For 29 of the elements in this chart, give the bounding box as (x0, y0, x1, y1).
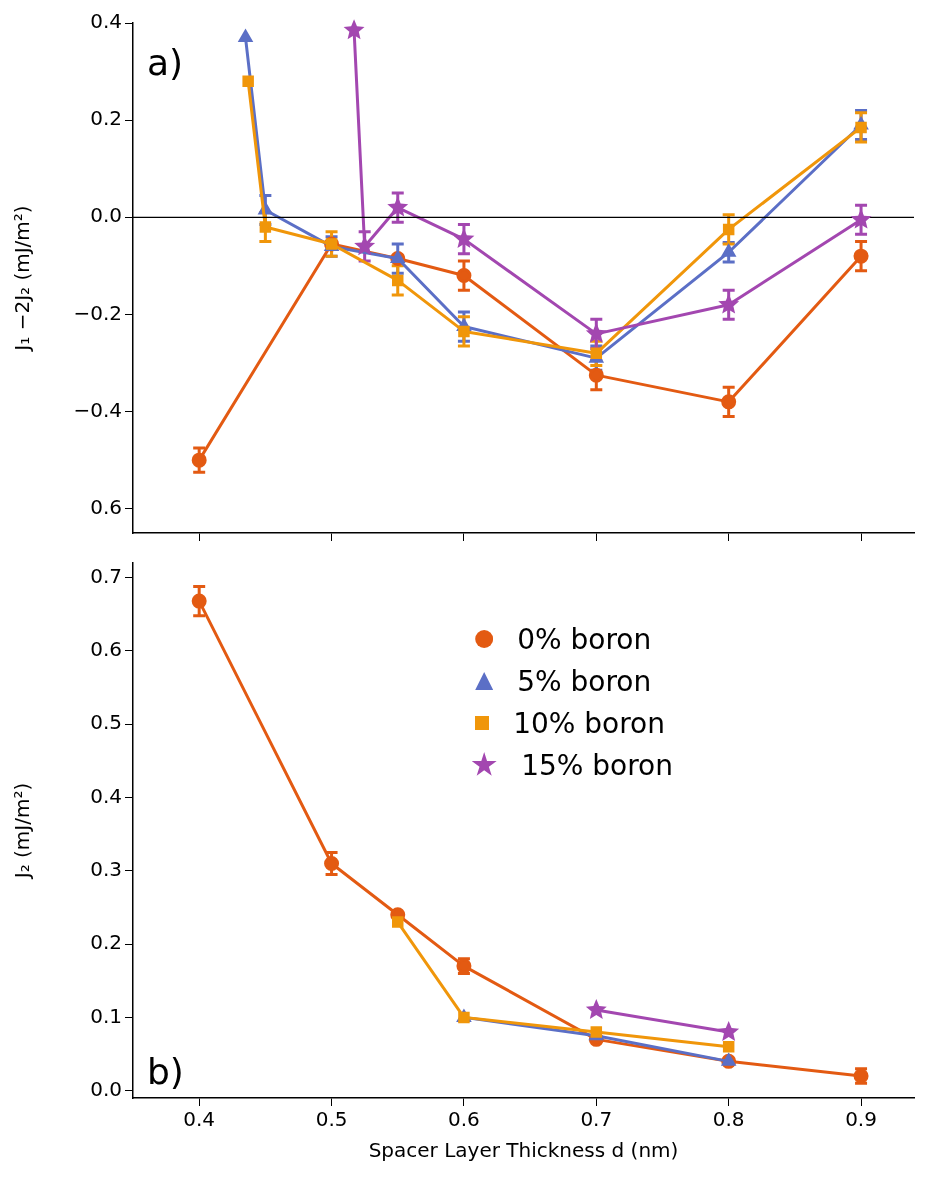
y-tick-label: 0.6 (90, 637, 122, 662)
y-tick-label: 0.2 (90, 106, 122, 131)
x-tick-label: 0.8 (712, 1107, 745, 1132)
y-tick-label: 0.0 (90, 1076, 122, 1101)
y-tick-label: 0.2 (90, 930, 122, 955)
y-tick-label: 0.6 (90, 494, 122, 519)
y-tick-label: 0.7 (90, 563, 122, 588)
legend-label: 15% boron (521, 748, 673, 782)
y-tick-label: 0.4 (90, 783, 122, 808)
x-tick-label: 0.7 (580, 1107, 613, 1132)
y-tick-label: 0.4 (90, 9, 122, 34)
y-tick-label: 0.1 (90, 1003, 122, 1028)
annotation: a) (147, 42, 184, 83)
y-tick-label: −0.2 (73, 300, 122, 325)
legend-label: 10% boron (513, 706, 665, 740)
y-axis-title: J₂ (mJ/m²) (10, 782, 35, 881)
y-tick-label: 0.0 (90, 203, 122, 228)
y-tick-label: 0.3 (90, 857, 122, 882)
y-tick-label: −0.4 (73, 397, 122, 422)
x-tick-label: 0.6 (448, 1107, 480, 1132)
x-axis-title: Spacer Layer Thickness d (nm) (368, 1138, 679, 1163)
annotation: b) (147, 1051, 184, 1092)
x-tick-label: 0.5 (315, 1107, 348, 1132)
legend-label: 0% boron (517, 622, 652, 656)
x-tick-label: 0.4 (183, 1107, 216, 1132)
x-tick-label: 0.9 (845, 1107, 877, 1132)
y-tick-label: 0.5 (90, 710, 122, 735)
legend-label: 5% boron (517, 664, 652, 698)
y-axis-title: J₁ −2J₂ (mJ/m²) (10, 205, 35, 353)
